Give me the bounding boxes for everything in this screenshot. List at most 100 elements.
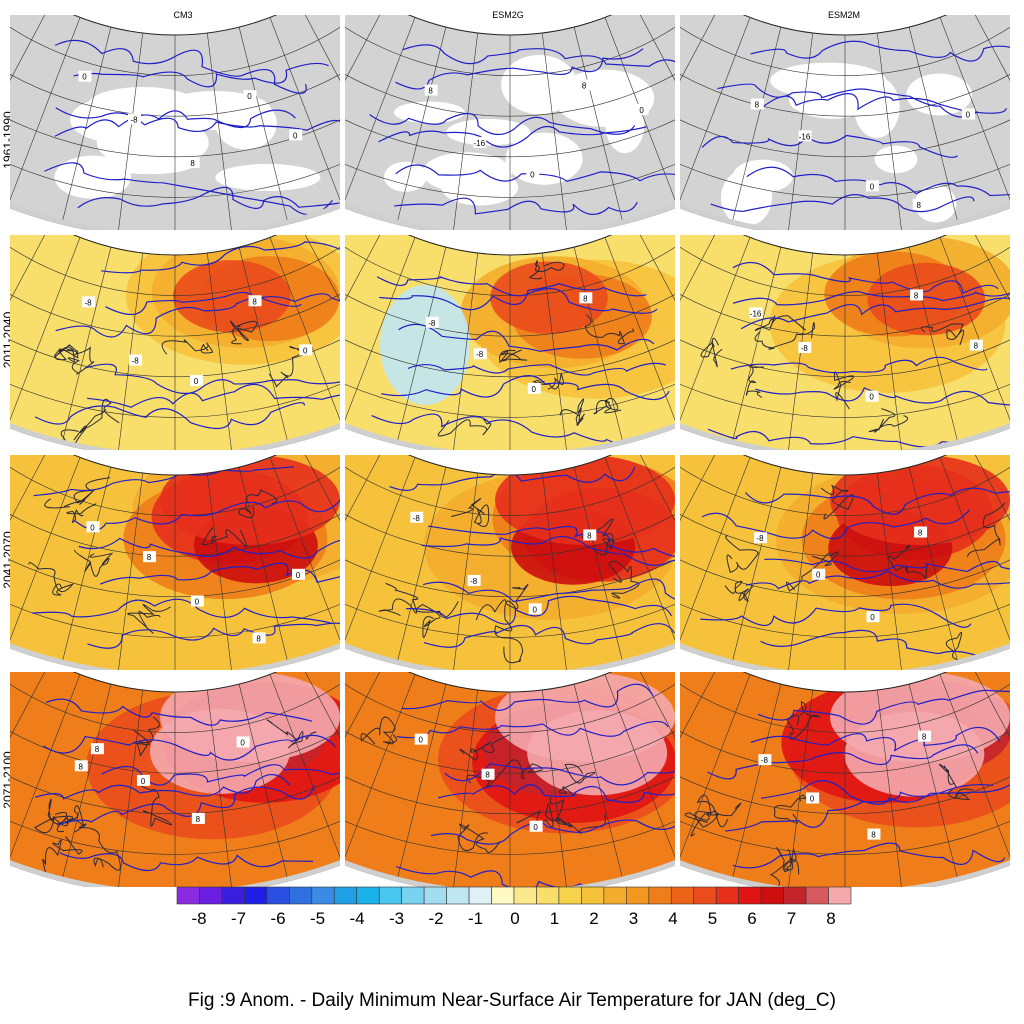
colorbar-swatch [738,886,762,905]
land-patch [215,163,321,192]
contour-line [394,197,638,215]
meridian-line [908,247,959,445]
parallel-line [10,339,340,418]
coastline [132,716,160,757]
contour-line [740,297,1010,330]
contour-line [430,812,675,845]
map-panel-esm2m-2071-2100: -8 0 8 8 [680,672,1010,887]
parallel-line [680,306,1010,378]
coastline [42,836,83,876]
contour-line [707,428,977,448]
contour-label: 8 [186,157,200,169]
contour-label: -8 [798,341,812,353]
meridian-line [541,472,568,670]
svg-text:0: 0 [816,571,821,580]
colorbar-swatch [828,886,852,905]
colorbar-tick-label: -7 [231,909,246,928]
parallel-line [345,493,675,557]
meridian-line [345,457,416,648]
contour-line [73,62,329,88]
parallel-line [10,119,340,198]
contour-label: -8 [129,354,143,366]
coastline [457,823,501,853]
svg-text:8: 8 [196,815,201,824]
coastline [494,600,523,664]
meridian-line [269,457,340,648]
parallel-line [680,493,1010,557]
parallel-line [680,559,1010,638]
colorbar-swatch [648,886,672,905]
colorbar-tick-label: -2 [428,909,443,928]
colorbar-swatch [670,886,695,905]
colorbar-tick-label: -8 [191,909,206,928]
contour-label: -8 [467,574,481,586]
parallel-line [345,776,675,855]
parallel-line [345,743,675,815]
coastline [52,805,85,833]
coastline [593,397,622,415]
coastline [754,322,815,350]
map-panel-esm2m-2011-2040: -16 -8 0 8 8 [680,235,1010,450]
svg-text:-8: -8 [476,350,484,359]
svg-text:-16: -16 [474,139,486,148]
meridian-line [345,235,386,404]
contour-label: 0 [189,375,203,387]
meridian-line [876,472,903,670]
contour-line [757,689,1010,725]
coastline [499,349,528,364]
meridian-line [680,237,751,428]
meridian-line [269,17,340,208]
coastline [74,823,121,871]
contour-line [376,275,658,314]
contour-label: 0 [866,180,880,192]
map-panel-cm3-1961-1990: 0 -8 8 0 0 [10,15,340,230]
colorbar-tick-label: 1 [550,909,559,928]
svg-text:0: 0 [296,571,301,580]
meridian-line [396,27,447,225]
parallel-line [680,119,1010,198]
svg-text:8: 8 [252,297,257,306]
colorbar-tick-label: 6 [747,909,756,928]
coastline [558,763,596,797]
colorbar-swatch [626,886,650,905]
svg-text:8: 8 [256,634,261,643]
contour-label: 8 [583,529,597,541]
land-patch [441,169,519,206]
meridian-line [452,689,479,887]
parallel-line [10,677,340,733]
contour-line [764,557,1010,573]
colorbar-swatch [401,886,425,905]
meridian-line [680,455,721,624]
contour-label: 8 [248,295,262,307]
colorbar-tick-label: 0 [510,909,519,928]
coastline [516,796,565,828]
svg-text:-8: -8 [470,577,478,586]
contour-line [701,134,958,158]
svg-text:8: 8 [755,100,760,109]
coastline [79,398,120,434]
coastline [360,716,397,745]
contour-line [701,509,970,540]
contour-line [423,623,675,648]
contour-line [422,578,675,605]
contour-label: 0 [806,792,820,804]
coastline [786,701,822,740]
coastline [378,582,419,617]
contour-line [717,83,978,118]
meridian-line [10,15,51,184]
svg-text:8: 8 [79,762,84,771]
svg-text:8: 8 [974,342,979,351]
contour-line [750,726,1001,752]
meridian-line [61,247,112,445]
colorbar-swatch [715,886,739,905]
contour-line [750,40,1010,62]
coastline [127,604,171,634]
coastline [229,320,258,345]
contour-line [56,785,315,826]
colorbar-swatch [199,886,223,905]
parallel-line [680,86,1010,158]
svg-text:0: 0 [195,597,200,606]
contour-label: 8 [867,828,881,840]
colorbar-tick-label: 4 [668,909,677,928]
contour-label: 8 [252,632,266,644]
